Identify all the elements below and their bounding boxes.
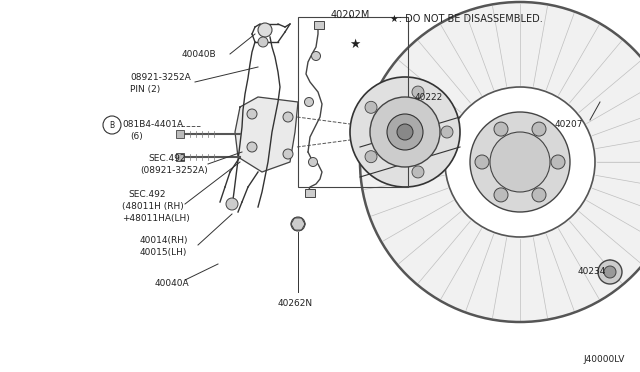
Circle shape bbox=[475, 155, 489, 169]
Circle shape bbox=[370, 97, 440, 167]
Text: PIN (2): PIN (2) bbox=[130, 84, 160, 93]
Bar bbox=[176, 130, 184, 138]
Circle shape bbox=[305, 97, 314, 106]
Circle shape bbox=[258, 37, 268, 47]
Polygon shape bbox=[235, 97, 298, 172]
Text: (6): (6) bbox=[130, 131, 143, 141]
Bar bbox=[298, 17, 408, 187]
Text: +48011HA(LH): +48011HA(LH) bbox=[122, 214, 189, 222]
Text: SEC.492: SEC.492 bbox=[148, 154, 186, 163]
Text: 40040A: 40040A bbox=[155, 279, 189, 289]
Bar bbox=[314, 21, 324, 29]
Circle shape bbox=[490, 132, 550, 192]
Circle shape bbox=[494, 122, 508, 136]
Circle shape bbox=[365, 101, 377, 113]
Circle shape bbox=[226, 198, 238, 210]
Circle shape bbox=[283, 149, 293, 159]
Circle shape bbox=[494, 188, 508, 202]
Text: 40234: 40234 bbox=[578, 267, 606, 276]
Circle shape bbox=[258, 23, 272, 37]
Text: ★: DO NOT BE DISASSEMBLED.: ★: DO NOT BE DISASSEMBLED. bbox=[390, 14, 543, 24]
Circle shape bbox=[365, 151, 377, 163]
Circle shape bbox=[308, 157, 317, 167]
Polygon shape bbox=[360, 2, 640, 322]
Circle shape bbox=[397, 124, 413, 140]
Circle shape bbox=[412, 86, 424, 98]
Text: 40202M: 40202M bbox=[330, 10, 370, 20]
Circle shape bbox=[412, 166, 424, 178]
Text: 08921-3252A: 08921-3252A bbox=[130, 73, 191, 81]
Bar bbox=[305, 189, 315, 197]
Text: B: B bbox=[109, 121, 115, 129]
Bar bbox=[176, 153, 184, 161]
Circle shape bbox=[312, 51, 321, 61]
Circle shape bbox=[604, 266, 616, 278]
Circle shape bbox=[387, 114, 423, 150]
Circle shape bbox=[283, 112, 293, 122]
Circle shape bbox=[532, 188, 546, 202]
Circle shape bbox=[441, 126, 453, 138]
Text: 40207: 40207 bbox=[555, 119, 584, 128]
Circle shape bbox=[598, 260, 622, 284]
Text: 081B4-4401A: 081B4-4401A bbox=[122, 119, 183, 128]
Text: 40262N: 40262N bbox=[278, 299, 313, 308]
Circle shape bbox=[291, 217, 305, 231]
Circle shape bbox=[350, 77, 460, 187]
Text: SEC.492: SEC.492 bbox=[128, 189, 166, 199]
Circle shape bbox=[551, 155, 565, 169]
Text: 40222: 40222 bbox=[415, 93, 444, 102]
Text: 40040B: 40040B bbox=[182, 49, 216, 58]
Text: (48011H (RH): (48011H (RH) bbox=[122, 202, 184, 211]
Text: J40000LV: J40000LV bbox=[584, 355, 625, 364]
Circle shape bbox=[247, 109, 257, 119]
Text: 40014(RH): 40014(RH) bbox=[140, 235, 189, 244]
Circle shape bbox=[247, 142, 257, 152]
Text: (08921-3252A): (08921-3252A) bbox=[140, 166, 208, 174]
Text: 40015(LH): 40015(LH) bbox=[140, 247, 188, 257]
Text: ★: ★ bbox=[349, 38, 360, 51]
Circle shape bbox=[470, 112, 570, 212]
Circle shape bbox=[532, 122, 546, 136]
